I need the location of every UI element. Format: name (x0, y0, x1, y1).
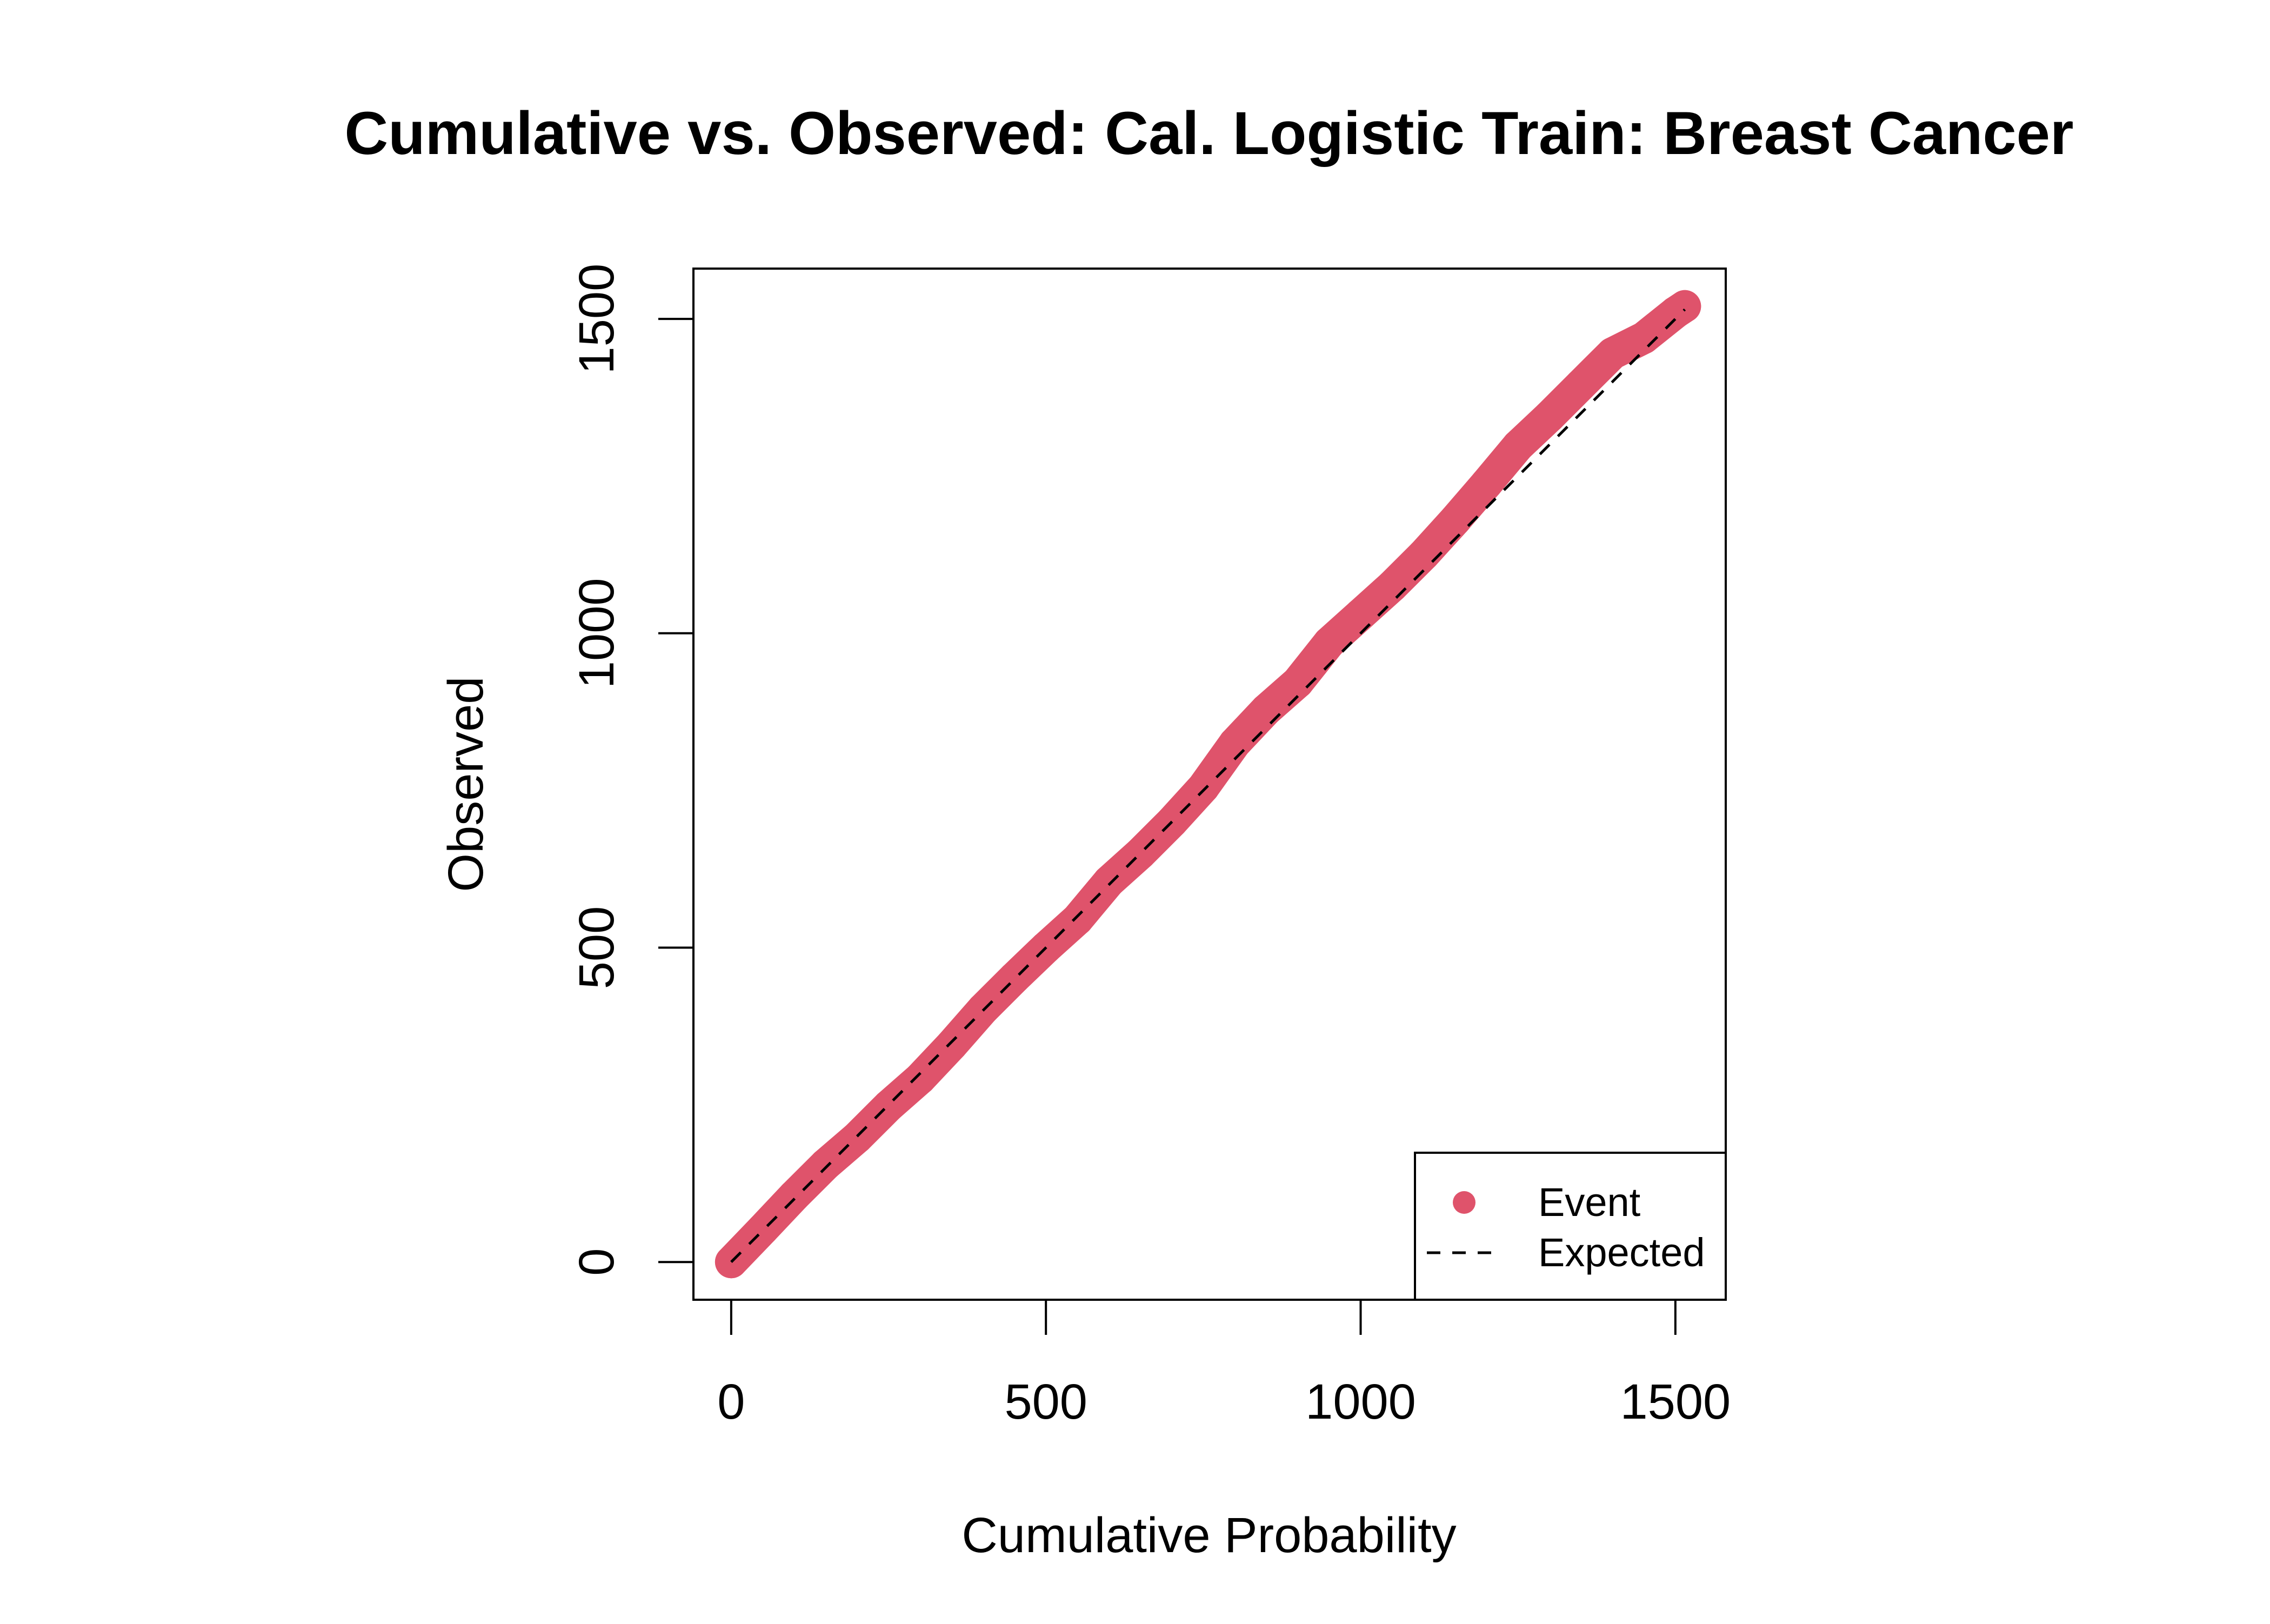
y-tick-label: 0 (569, 1248, 624, 1276)
x-tick-label: 1000 (1305, 1374, 1416, 1429)
x-axis: 0 500 1000 1500 (717, 1299, 1731, 1429)
expected-series-line (730, 308, 1686, 1263)
x-tick-label: 0 (717, 1374, 745, 1429)
x-tick-label: 500 (1004, 1374, 1087, 1429)
legend: Event Expected (1414, 1152, 1727, 1301)
legend-event-label: Event (1538, 1180, 1641, 1225)
legend-box (1414, 1152, 1727, 1301)
legend-event-marker (1453, 1191, 1476, 1214)
y-axis-label: Observed (438, 677, 493, 892)
x-axis-label: Cumulative Probability (962, 1508, 1456, 1563)
expected-line (730, 308, 1686, 1263)
plot-area (692, 268, 1727, 1301)
legend-expected-label: Expected (1538, 1230, 1705, 1275)
y-axis: 0 500 1000 1500 (569, 264, 695, 1276)
x-tick-label: 1500 (1620, 1374, 1731, 1429)
y-tick-label: 1000 (569, 578, 624, 689)
y-tick-label: 500 (569, 906, 624, 990)
event-series-band (715, 290, 1701, 1279)
y-tick-label: 1500 (569, 264, 624, 375)
chart-title: Cumulative vs. Observed: Cal. Logistic T… (344, 99, 2073, 167)
